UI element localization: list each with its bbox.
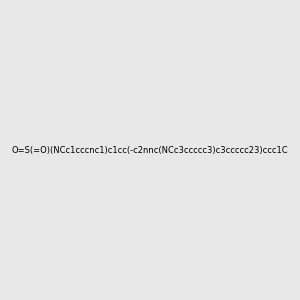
Text: O=S(=O)(NCc1cccnc1)c1cc(-c2nnc(NCc3ccccc3)c3ccccc23)ccc1C: O=S(=O)(NCc1cccnc1)c1cc(-c2nnc(NCc3ccccc… (12, 146, 288, 154)
